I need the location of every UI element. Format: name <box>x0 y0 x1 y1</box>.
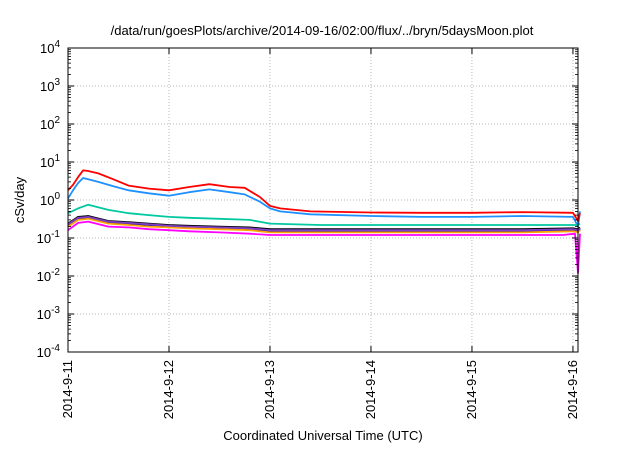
y-axis-title: cSv/day <box>12 176 27 223</box>
y-tick-label: 10-3 <box>37 305 61 322</box>
series-line-7 <box>67 217 581 234</box>
y-tick-label: 101 <box>40 153 60 170</box>
y-tick-label: 10-2 <box>37 267 61 284</box>
y-tick-label: 10-1 <box>37 229 61 246</box>
x-axis-title: Coordinated Universal Time (UTC) <box>223 428 422 443</box>
x-tick-label: 2014-9-12 <box>161 360 176 419</box>
chart-title: /data/run/goesPlots/archive/2014-09-16/0… <box>111 23 534 38</box>
series-group <box>67 169 581 274</box>
series-line-1 <box>67 220 581 274</box>
y-tick-labels: 10-4 10-3 10-2 10-1 100 101 102 103 104 <box>37 39 61 360</box>
grid <box>68 48 578 352</box>
y-tick-label: 104 <box>40 39 60 56</box>
x-tick-labels: 2014-9-11 2014-9-12 2014-9-13 2014-9-14 2014… <box>60 360 580 419</box>
y-tick-label: 10-4 <box>37 343 61 360</box>
y-tick-label: 103 <box>40 77 60 94</box>
x-tick-label: 2014-9-16 <box>565 360 580 419</box>
x-tick-label: 2014-9-13 <box>262 360 277 419</box>
series-line-2 <box>67 177 581 228</box>
series-line-3 <box>67 169 581 222</box>
ticks <box>67 47 578 353</box>
series-line-6 <box>67 215 581 231</box>
x-tick-label: 2014-9-15 <box>464 360 479 419</box>
x-tick-label: 2014-9-11 <box>60 360 75 418</box>
series-line-4 <box>67 203 581 226</box>
y-tick-label: 100 <box>40 191 60 208</box>
y-tick-label: 102 <box>40 115 60 132</box>
x-tick-label: 2014-9-14 <box>363 360 378 419</box>
series-line-8 <box>67 215 581 232</box>
